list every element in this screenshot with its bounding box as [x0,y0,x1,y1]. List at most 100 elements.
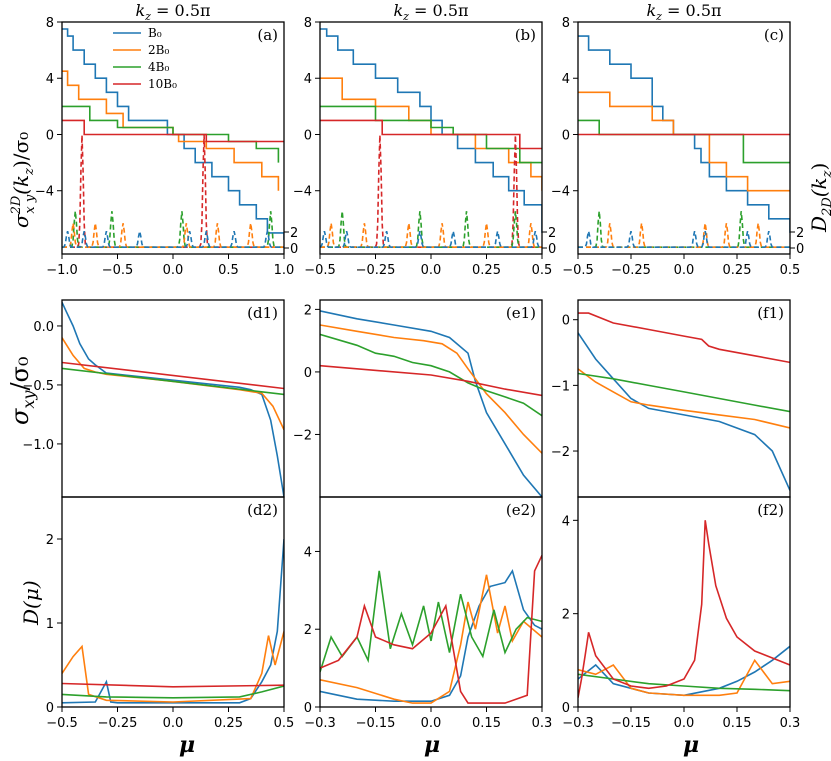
top-ylabel-sigma: σ [9,213,33,228]
xtick-label-e2-4: 0.3 [532,716,553,731]
xtick-label-c-4: 0.5 [780,263,801,278]
line-e2-2B0 [320,574,542,704]
series-f1 [578,312,790,491]
line-e2-10B0 [320,554,542,704]
mid-ylabel: σxy/σ₀ [6,356,38,425]
line-f2-4B0 [578,673,790,692]
dos-a-2B0 [62,223,284,248]
line-c-4B0 [578,119,790,164]
line-f2-2B0 [578,658,790,697]
panel-c: 840−420−0.5 −0.25 0.0 0.25 0.5(c)kz = 0.5π [551,1,804,278]
ytick-label-c-3: −4 [551,185,570,200]
ytick-label-b-2: 0 [304,128,312,143]
series-a [62,28,284,248]
legend-label-B0: B₀ [148,26,162,40]
line-f2-B0 [578,645,790,697]
axes-frame-f1 [577,299,791,498]
top-ylabel-end: )/σ₀ [9,132,33,168]
dos-c-4B0 [578,211,790,248]
panel-label-f1: (f1) [757,304,784,322]
line-e1-B0 [320,310,542,497]
panel-label-d1: (d1) [247,304,278,322]
axes-frame-a [61,21,285,255]
line-f1-4B0 [578,372,790,413]
xtick-label-e2-3: 0.15 [472,716,501,731]
ytick-label-c-0: 8 [562,16,570,31]
line-e1-10B0 [320,364,542,397]
xtick-label-d2-4: 0.5 [274,716,295,731]
top-ylabel-sub: x y [23,194,38,213]
xtick-label-e2-2: 0.0 [421,716,442,731]
xtick-label-d2-0: −0.5 [46,716,78,731]
line-c-2B0 [578,91,790,192]
panel-b: 840−420−0.5 −0.25 0.0 0.25 0.5(b)kz = 0.5π [293,1,556,278]
dos-b-4B0 [320,211,542,248]
line-f1-B0 [578,332,790,491]
xtick-label-c-3: 0.25 [723,263,752,278]
ytick-label-f2-0: 4 [562,514,570,529]
ytick-label-d1-0: 0.0 [33,320,54,335]
xlabel-d: μ [179,732,195,758]
axes-frame-d1 [61,299,285,498]
xtick-label-a-4: 1.0 [274,263,295,278]
xtick-label-d2-1: −0.25 [98,716,138,731]
axes-frame-e2 [319,496,543,708]
panel-e2: 4 2 0−0.3 −0.15 0.0 0.15 0.3 (e2) [304,496,553,731]
line-b-10B0 [320,119,542,150]
mid-ylabel-sub: xy [19,390,38,409]
ytick-label-e2-1: 2 [304,623,312,638]
ytick-label-a-0: 8 [46,16,54,31]
xtick-label-f2-2: 0.0 [674,716,695,731]
top-ylabel-rest-sub: z [22,168,37,176]
bottom-ylabel: D(μ) [19,580,43,626]
right-ylabel-sub: 2D [820,197,831,217]
ytick-label-a-2: 0 [46,128,54,143]
line-d2-2B0 [62,631,284,703]
top-ylabel-rest: (k [9,175,33,195]
panel-f1: 0 −1 −2 (f1) [551,299,791,498]
ytick-label-d1-1: −0.5 [22,379,54,394]
right-ylabel-rest: (k [807,177,831,197]
xtick-label-b-1: −0.25 [356,263,396,278]
line-d1-B0 [62,302,284,497]
ytick-label-e2-0: 4 [304,545,312,560]
ytick-label-f1-1: −1 [551,379,570,394]
ytick-label-f2-2: 0 [562,701,570,716]
ytick-label-b-1: 4 [304,72,312,87]
right-ylabel: D2D(kz) [807,163,831,233]
panel-d2: 2 1 0−0.5 −0.25 0.0 0.25 0.5 (d2) [46,496,295,731]
xtick-label-e2-0: −0.3 [304,716,336,731]
xtick-label-b-3: 0.25 [472,263,501,278]
xtick-label-a-0: −1.0 [46,263,78,278]
panel-label-f2: (f2) [757,501,784,519]
ytick-label-a-1: 4 [46,72,54,87]
ytick-label-b-0: 8 [304,16,312,31]
line-f1-2B0 [578,368,790,429]
panel-title-b: kz = 0.5π [393,1,468,23]
dos-a-10B0 [62,135,284,248]
panel-a: 840−420−1.0 −0.5 0.0 0.5 1.0(a)kz = 0.5π [35,1,298,278]
xtick-label-f2-0: −0.3 [562,716,594,731]
ytick-label-a-3: −4 [35,185,54,200]
panel-label-a: (a) [257,26,278,44]
line-d1-2B0 [62,337,284,431]
xtick-label-a-3: 0.5 [218,263,239,278]
legend-label-2B0: 2B₀ [148,43,169,57]
panels: 840−420−1.0 −0.5 0.0 0.5 1.0(a)kz = 0.5π840−… [22,1,804,731]
series-e2 [320,554,542,704]
xlabel-f: μ [683,732,699,758]
panel-label-c: (c) [764,26,784,44]
ytick-label-c-2: 0 [562,128,570,143]
line-e1-4B0 [320,333,542,417]
line-a-10B0 [62,119,284,143]
xtick-label-c-1: −0.25 [611,263,651,278]
rtick-label-b-0: 2 [548,226,556,241]
dos-c-2B0 [578,223,790,248]
ytick-label-e1-1: 0 [304,366,312,381]
ytick-label-d1-2: −1.0 [22,438,54,453]
rtick-label-a-1: 0 [290,242,298,257]
xtick-label-f2-4: 0.3 [780,716,801,731]
panel-title-a: kz = 0.5π [135,1,210,23]
legend-label-10B0: 10B₀ [148,77,177,91]
